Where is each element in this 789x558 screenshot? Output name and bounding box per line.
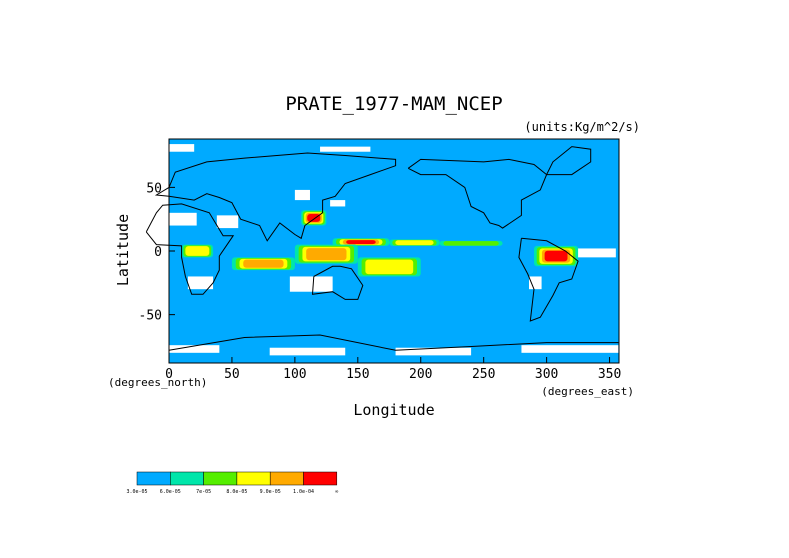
dry-region: [395, 347, 472, 356]
colorbar-label: 8.0e-05: [226, 489, 247, 495]
colorbar-label: 3.0e-05: [126, 489, 147, 495]
region-itcz-east-pacific: [439, 240, 503, 246]
axis-ticks: 0 50 100 150 200 250 300 350 50 0 -50: [139, 138, 621, 382]
x-unit-note: (degrees_east): [541, 385, 634, 398]
coastline: [546, 146, 592, 176]
region-itcz-west-pacific: [332, 238, 390, 246]
region-indian-ocean-south: [231, 257, 295, 271]
y-tick-label: -50: [139, 309, 162, 324]
x-axis-label: Longitude: [353, 401, 434, 419]
units-note: (units:Kg/m^2/s): [524, 120, 640, 134]
coastline: [154, 152, 397, 242]
colorbar-swatch: [303, 471, 338, 486]
coastline: [518, 237, 579, 322]
coastline: [407, 158, 548, 229]
x-tick-label: 200: [409, 367, 432, 382]
dry-region: [216, 215, 239, 229]
y-tick-label: 0: [154, 245, 162, 260]
x-tick-label: 150: [346, 367, 369, 382]
dry-region: [571, 248, 616, 258]
region-central-africa: [181, 244, 214, 258]
colorbar-swatch: [236, 471, 271, 486]
dry-region: [169, 345, 220, 353]
dry-region: [294, 189, 310, 201]
x-tick-label: 100: [283, 367, 306, 382]
dry-region: [269, 347, 346, 356]
colorbar-label: ∞: [335, 489, 338, 495]
colorbar-label: 7e-05: [196, 489, 211, 495]
coastline: [145, 203, 235, 295]
dry-region: [320, 146, 371, 152]
x-tick-label: 50: [224, 367, 240, 382]
dry-region: [169, 144, 195, 152]
land-outlines: [145, 146, 619, 351]
colorbar-swatch: [170, 471, 204, 486]
colorbar-swatch: [269, 471, 304, 486]
colorbar: 3.0e-05 6.0e-05 7e-05 8.0e-05 9.0e-05 1.0e-04…: [126, 471, 338, 495]
dry-region: [169, 212, 197, 226]
dry-region: [521, 345, 619, 353]
colorbar-label: 1.0e-04: [293, 489, 314, 495]
coastline: [168, 334, 619, 351]
region-itcz-central-pacific: [389, 239, 440, 246]
chart-title: PRATE_1977-MAM_NCEP: [285, 93, 502, 115]
colorbar-label: 6.0e-05: [160, 489, 181, 495]
dry-region: [289, 276, 333, 292]
dry-region: [330, 200, 346, 207]
region-maritime-continent: [294, 244, 358, 264]
x-tick-label: 300: [535, 367, 558, 382]
region-spcz: [357, 257, 421, 277]
y-axis-label: Latitude: [114, 214, 132, 286]
plot-area: [169, 139, 619, 363]
y-tick-label: 50: [146, 181, 162, 196]
x-tick-label: 250: [472, 367, 495, 382]
x-tick-label: 350: [598, 367, 621, 382]
colorbar-swatch: [203, 471, 238, 486]
y-unit-note: (degrees_north): [108, 376, 207, 389]
x-tick-label: 0: [165, 367, 173, 382]
colorbar-label: 9.0e-05: [260, 489, 281, 495]
dry-region: [187, 276, 214, 290]
coastline: [311, 265, 364, 300]
colorbar-swatch: [136, 471, 171, 486]
